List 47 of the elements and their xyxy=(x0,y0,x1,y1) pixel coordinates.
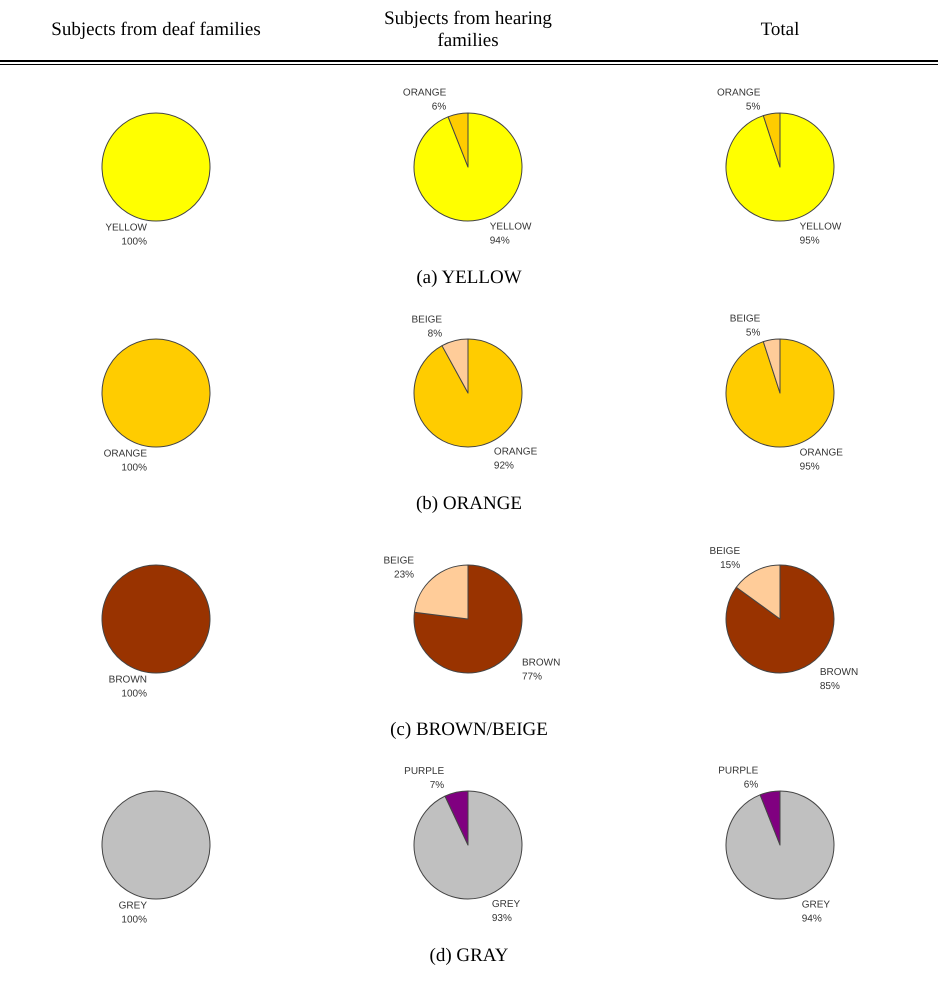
data-label: 15% xyxy=(720,560,740,571)
data-label: 100% xyxy=(121,462,148,474)
data-label: 95% xyxy=(800,236,820,247)
data-label: 5% xyxy=(746,327,760,338)
data-label: 5% xyxy=(746,101,760,112)
data-label: 6% xyxy=(432,102,446,113)
data-label: 6% xyxy=(744,780,758,791)
data-label: 7% xyxy=(430,780,444,792)
text: (b) ORANGE xyxy=(416,493,522,514)
data-label: 100% xyxy=(121,236,148,248)
slice-label: BEIGE xyxy=(730,313,761,324)
data-label: 23% xyxy=(394,569,414,580)
slice-label: YELLOW xyxy=(490,221,532,232)
slice-label: PURPLE xyxy=(404,766,444,778)
slice-label: BROWN xyxy=(820,667,858,678)
chart-title: Subjects from deaf families xyxy=(51,19,261,40)
data-label: 94% xyxy=(490,235,510,246)
data-label: 95% xyxy=(800,462,820,473)
data-label: 77% xyxy=(522,672,542,683)
data-label: 8% xyxy=(428,328,442,340)
text: (d) GRAY xyxy=(430,945,508,966)
slice-label: BROWN xyxy=(108,674,147,686)
chart-title: Total xyxy=(760,19,800,40)
slice-label: ORANGE xyxy=(717,87,761,98)
slice-label: ORANGE xyxy=(494,446,538,458)
slice-label: PURPLE xyxy=(718,766,759,777)
slice-label: BEIGE xyxy=(412,314,442,326)
chart-title: Subjects from hearing families xyxy=(384,8,552,51)
slice-label: BEIGE xyxy=(383,555,414,566)
data-label: 85% xyxy=(820,681,840,692)
text: (a) YELLOW xyxy=(416,267,522,288)
data-label: 93% xyxy=(492,912,512,924)
data-label: 100% xyxy=(121,914,148,926)
data-label: 92% xyxy=(494,460,514,472)
slice-label: YELLOW xyxy=(105,222,148,234)
slice-label: BROWN xyxy=(522,658,560,669)
slice-label: GREY xyxy=(118,900,148,912)
slice-label: ORANGE xyxy=(402,88,447,99)
slice-label: YELLOW xyxy=(800,222,842,233)
slice-label: ORANGE xyxy=(104,448,148,460)
data-label: 94% xyxy=(802,913,822,924)
text: (c) BROWN/BEIGE xyxy=(390,719,548,740)
data-label: 100% xyxy=(121,688,148,700)
slice-label: GREY xyxy=(802,899,830,910)
slice-label: GREY xyxy=(492,898,521,910)
slice-label: ORANGE xyxy=(800,448,844,459)
slice-label: BEIGE xyxy=(710,546,740,557)
